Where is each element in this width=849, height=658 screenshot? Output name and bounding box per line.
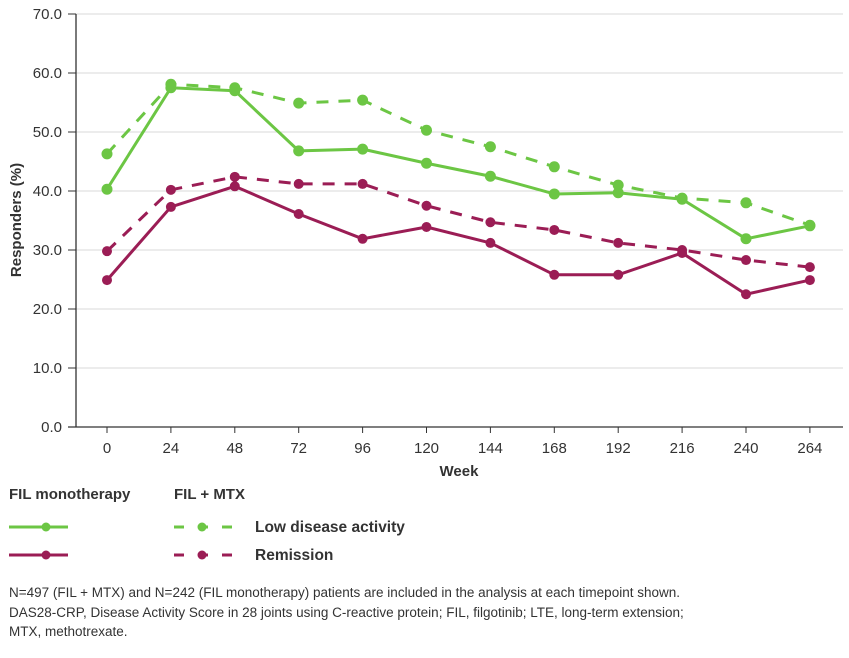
data-point: [357, 143, 369, 155]
x-tick-label: 216: [670, 440, 695, 457]
x-tick-label: 0: [103, 440, 111, 457]
series-fil-mtx-low-disease-activity: [101, 78, 816, 231]
data-point: [229, 171, 240, 182]
data-point: [740, 197, 752, 209]
data-point: [548, 161, 560, 173]
data-point: [421, 221, 432, 232]
legend-swatch-mono-remission: [9, 550, 68, 560]
x-tick-label: 72: [290, 440, 307, 457]
data-point: [357, 178, 368, 189]
data-point: [613, 237, 624, 248]
series-fil-monotherapy-low-disease-activity: [101, 82, 816, 245]
data-point: [357, 233, 368, 244]
data-point: [549, 224, 560, 235]
data-point: [293, 97, 305, 109]
y-tick-label: 0.0: [41, 419, 62, 436]
series-line: [105, 86, 811, 241]
y-tick-label: 70.0: [33, 6, 62, 23]
data-point: [421, 200, 432, 211]
y-axis-ticks: 0.0 10.0 20.0 30.0 40.0 50.0 60.0 70.0: [33, 6, 76, 436]
legend-group-mtx: FIL + MTX: [174, 486, 245, 503]
data-point: [165, 82, 177, 94]
line-chart: 0.0 10.0 20.0 30.0 40.0 50.0 60.0 70.0 0 24 48 72 9…: [8, 6, 843, 480]
series-fil-mtx-remission: [102, 171, 815, 273]
data-point: [804, 262, 815, 273]
data-point: [229, 85, 241, 97]
data-point: [485, 217, 496, 228]
legend-swatch-mtx-lda: [174, 522, 232, 532]
legend-group-mono: FIL monotherapy: [9, 486, 131, 503]
footnote-line-1: N=497 (FIL + MTX) and N=242 (FIL monothe…: [9, 585, 680, 600]
data-point: [804, 220, 816, 232]
data-point: [741, 289, 751, 300]
data-point: [229, 181, 240, 192]
x-tick-label: 48: [226, 440, 243, 457]
gridlines: [76, 13, 843, 369]
data-point: [612, 179, 624, 191]
data-point: [804, 275, 815, 286]
data-point: [357, 94, 369, 106]
data-point: [676, 193, 688, 205]
data-point: [741, 255, 751, 266]
data-point: [612, 187, 624, 199]
legend-label-lda: Low disease activity: [255, 519, 405, 536]
x-tick-label: 264: [797, 440, 822, 457]
x-axis-ticks: 0 24 48 72 96 120 144 168 192 216 240 264: [103, 427, 822, 457]
y-tick-label: 40.0: [33, 183, 62, 200]
footnote-line-2: DAS28-CRP, Disease Activity Score in 28 …: [9, 604, 684, 620]
legend-label-remission: Remission: [255, 547, 334, 564]
data-point: [293, 209, 304, 220]
data-point: [677, 247, 688, 258]
data-point: [165, 184, 176, 195]
data-point: [293, 178, 304, 189]
legend-swatch-mtx-remission: [174, 550, 232, 560]
x-tick-label: 96: [354, 440, 371, 457]
data-point: [102, 246, 112, 257]
data-point: [548, 188, 560, 200]
series-group: [101, 78, 816, 300]
x-tick-label: 24: [163, 440, 180, 457]
y-tick-label: 20.0: [33, 301, 62, 318]
legend-swatch-mono-lda: [9, 522, 68, 532]
data-point: [165, 201, 176, 212]
data-point: [421, 157, 432, 169]
legend: FIL monotherapy FIL + MTX Low disease ac…: [0, 480, 849, 580]
data-point: [101, 183, 113, 195]
series-line: [105, 82, 811, 227]
x-tick-label: 144: [478, 440, 503, 457]
x-tick-label: 168: [542, 440, 567, 457]
series-fil-monotherapy-remission: [102, 181, 815, 300]
data-point: [740, 233, 752, 245]
y-tick-label: 50.0: [33, 124, 62, 141]
y-tick-label: 30.0: [33, 242, 62, 259]
data-point: [485, 237, 496, 248]
data-point: [421, 124, 432, 136]
data-point: [102, 275, 112, 286]
series-line: [105, 184, 811, 296]
data-point: [484, 141, 496, 153]
x-axis-title: Week: [440, 463, 480, 480]
y-tick-label: 10.0: [33, 360, 62, 377]
y-axis-title: Responders (%): [8, 163, 25, 277]
series-line: [105, 175, 811, 269]
data-point: [613, 269, 624, 280]
data-point: [549, 269, 560, 280]
x-tick-label: 192: [606, 440, 631, 457]
footnote: N=497 (FIL + MTX) and N=242 (FIL monothe…: [9, 583, 839, 642]
data-point: [293, 145, 305, 157]
y-tick-label: 60.0: [33, 65, 62, 82]
data-point: [484, 170, 496, 182]
x-tick-label: 240: [733, 440, 758, 457]
data-point: [101, 148, 113, 160]
x-tick-label: 120: [414, 440, 439, 457]
footnote-line-3: MTX, methotrexate.: [9, 624, 128, 639]
